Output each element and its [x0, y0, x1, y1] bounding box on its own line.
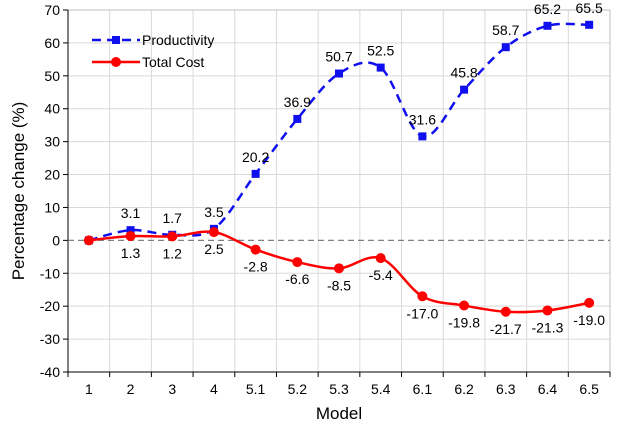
data-label: 1.7	[162, 210, 182, 226]
data-label: -21.7	[490, 321, 522, 337]
x-axis-label: Model	[316, 404, 362, 423]
data-label: -5.4	[369, 267, 393, 283]
x-tick-label: 6.4	[538, 381, 558, 397]
data-point-circle	[125, 231, 136, 242]
y-tick-label: -40	[40, 364, 60, 380]
legend-label: Productivity	[142, 32, 214, 48]
x-tick-label: 5.3	[329, 381, 349, 397]
y-tick-label: -20	[40, 298, 60, 314]
data-point-square	[501, 43, 510, 52]
data-point-circle	[208, 227, 219, 238]
x-tick-label: 3	[168, 381, 176, 397]
data-label: -19.8	[448, 315, 480, 331]
x-tick-label: 6.3	[496, 381, 516, 397]
data-label: -21.3	[532, 319, 564, 335]
data-label: -17.0	[406, 305, 438, 321]
data-point-circle	[292, 257, 303, 268]
data-label: 3.5	[204, 204, 224, 220]
data-label: 58.7	[492, 22, 519, 38]
data-label: 36.9	[284, 94, 311, 110]
data-label: -2.8	[244, 259, 268, 275]
data-point-square	[376, 63, 385, 72]
data-point-circle	[83, 235, 94, 246]
y-tick-label: -10	[40, 265, 60, 281]
data-point-square	[335, 69, 343, 78]
data-label: 65.2	[534, 1, 561, 17]
x-tick-label: 6.2	[454, 381, 474, 397]
data-point-circle	[167, 231, 178, 242]
x-tick-label: 2	[127, 381, 135, 397]
legend-marker-circle	[111, 57, 121, 67]
data-point-square	[251, 169, 260, 178]
data-label: 50.7	[325, 49, 352, 65]
data-point-square	[585, 20, 594, 29]
x-tick-label: 6.5	[579, 381, 599, 397]
y-tick-label: 0	[52, 232, 60, 248]
x-tick-label: 5.1	[246, 381, 266, 397]
data-label: 65.5	[576, 0, 603, 16]
y-tick-label: 70	[44, 2, 60, 18]
data-label: -19.0	[573, 312, 605, 328]
data-label: 45.8	[450, 65, 477, 81]
legend: Productivity Total Cost	[92, 32, 214, 70]
data-point-square	[460, 85, 469, 94]
y-tick-label: 60	[44, 35, 60, 51]
data-point-circle	[417, 291, 428, 302]
x-tick-label: 5.2	[288, 381, 308, 397]
legend-label: Total Cost	[142, 54, 204, 70]
y-tick-label: 10	[44, 199, 60, 215]
x-tick-label: 6.1	[413, 381, 433, 397]
y-tick-label: 50	[44, 68, 60, 84]
y-tick-label: 40	[44, 101, 60, 117]
data-point-circle	[459, 300, 470, 311]
data-label: 3.1	[121, 205, 141, 221]
data-point-circle	[500, 306, 511, 317]
data-point-circle	[375, 253, 386, 264]
data-label: 20.2	[242, 149, 269, 165]
data-label: -8.5	[327, 277, 351, 293]
data-label: 1.2	[162, 245, 182, 261]
y-tick-label: 20	[44, 167, 60, 183]
data-point-circle	[334, 263, 344, 274]
data-point-circle	[542, 305, 553, 316]
x-tick-label: 4	[210, 381, 218, 397]
legend-marker-square	[112, 36, 120, 44]
series: 3.1 1.7 3.5 20.2 36.9 50.7 52.5 31.6 45.8 58.7 65.…	[83, 0, 605, 337]
data-point-square	[126, 226, 135, 235]
data-label: 2.5	[204, 241, 224, 257]
data-point-circle	[584, 297, 595, 308]
axes: -40 -30 -20 -10 0 10 20 30 40 50 60 70 1 2 3 4 5.1 5.2 5.3…	[40, 2, 611, 397]
x-tick-label: 5.4	[371, 381, 391, 397]
y-axis-label: Percentage change (%)	[9, 102, 28, 281]
y-tick-label: 30	[44, 134, 60, 150]
data-point-square	[293, 114, 302, 123]
data-point-square	[418, 132, 427, 141]
data-label: 1.3	[121, 245, 141, 261]
y-tick-label: -30	[40, 331, 60, 347]
data-point-square	[543, 21, 552, 30]
x-tick-label: 1	[85, 381, 93, 397]
data-label: 31.6	[409, 111, 436, 127]
data-point-circle	[250, 244, 261, 255]
data-label: -6.6	[285, 271, 309, 287]
data-label: 52.5	[367, 43, 394, 59]
